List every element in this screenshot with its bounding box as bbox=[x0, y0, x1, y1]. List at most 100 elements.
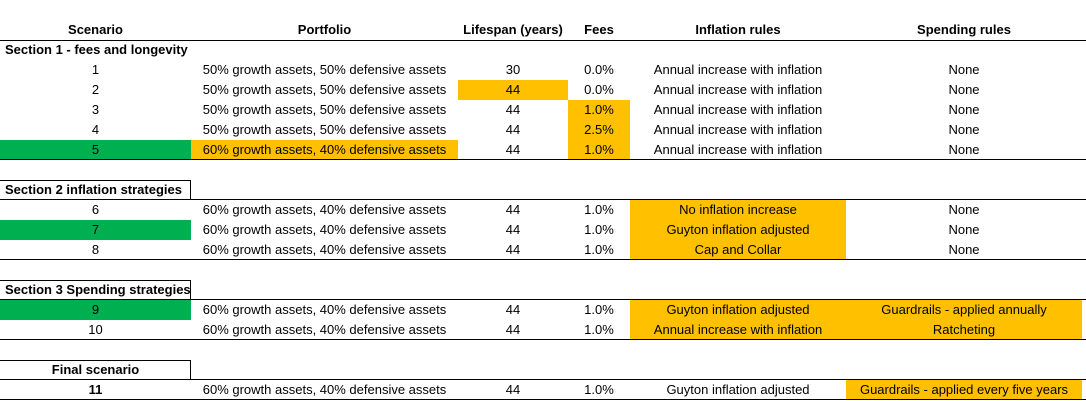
cell-spending[interactable]: None bbox=[948, 82, 980, 97]
cell-fees[interactable]: 2.5% bbox=[568, 120, 630, 140]
cell-scenario[interactable]: 3 bbox=[91, 102, 100, 117]
cell-portfolio[interactable]: 60% growth assets, 40% defensive assets bbox=[191, 140, 458, 160]
cell-portfolio[interactable]: 50% growth assets, 50% defensive assets bbox=[202, 122, 447, 137]
cell-lifespan[interactable]: 44 bbox=[505, 242, 521, 257]
cell-fees[interactable]: 0.0% bbox=[584, 82, 614, 97]
cell-spending[interactable]: Guardrails - applied annually bbox=[846, 300, 1082, 320]
cell-scenario[interactable]: 11 bbox=[88, 382, 103, 397]
cell-scenario[interactable]: 9 bbox=[0, 300, 191, 320]
cell-inflation[interactable]: Annual increase with inflation bbox=[653, 102, 823, 117]
cell-portfolio[interactable]: 60% growth assets, 40% defensive assets bbox=[202, 242, 447, 257]
cell-lifespan[interactable]: 44 bbox=[505, 382, 521, 397]
header-lifespan[interactable]: Lifespan (years) bbox=[463, 22, 563, 37]
cell-lifespan[interactable]: 44 bbox=[505, 322, 521, 337]
header-fees[interactable]: Fees bbox=[584, 22, 614, 37]
cell-inflation[interactable]: Guyton inflation adjusted bbox=[630, 220, 846, 240]
cell-fees[interactable]: 1.0% bbox=[568, 140, 630, 160]
header-inflation[interactable]: Inflation rules bbox=[695, 22, 781, 37]
section-box-right bbox=[190, 280, 191, 300]
section-box-top bbox=[0, 280, 191, 281]
cell-lifespan[interactable]: 44 bbox=[505, 302, 521, 317]
cell-lifespan[interactable]: 44 bbox=[505, 222, 521, 237]
header-portfolio[interactable]: Portfolio bbox=[297, 22, 352, 37]
cell-inflation[interactable]: Guyton inflation adjusted bbox=[630, 300, 846, 320]
section-box-top bbox=[0, 360, 191, 361]
table-row: 2 50% growth assets, 50% defensive asset… bbox=[0, 80, 1086, 100]
cell-fees[interactable]: 0.0% bbox=[584, 62, 614, 77]
table-row: 5 60% growth assets, 40% defensive asset… bbox=[0, 140, 1086, 160]
cell-fees[interactable]: 1.0% bbox=[584, 242, 614, 257]
cell-fees[interactable]: 1.0% bbox=[584, 302, 614, 317]
header-row: Scenario Portfolio Lifespan (years) Fees… bbox=[0, 20, 1086, 40]
cell-portfolio[interactable]: 50% growth assets, 50% defensive assets bbox=[202, 102, 447, 117]
cell-inflation[interactable]: Annual increase with inflation bbox=[630, 320, 846, 340]
section-border bbox=[0, 199, 1086, 200]
cell-spending[interactable]: None bbox=[948, 142, 980, 157]
cell-portfolio[interactable]: 60% growth assets, 40% defensive assets bbox=[202, 382, 447, 397]
bottom-border bbox=[0, 399, 1086, 400]
cell-spending[interactable]: None bbox=[948, 202, 980, 217]
table-row: 8 60% growth assets, 40% defensive asset… bbox=[0, 240, 1086, 260]
cell-fees[interactable]: 1.0% bbox=[584, 382, 614, 397]
cell-scenario[interactable]: 2 bbox=[91, 82, 100, 97]
cell-portfolio[interactable]: 50% growth assets, 50% defensive assets bbox=[202, 82, 447, 97]
cell-portfolio[interactable]: 60% growth assets, 40% defensive assets bbox=[202, 302, 447, 317]
section-box-right bbox=[190, 180, 191, 200]
table-row: 7 60% growth assets, 40% defensive asset… bbox=[0, 220, 1086, 240]
cell-scenario[interactable]: 8 bbox=[91, 242, 100, 257]
cell-inflation[interactable]: Annual increase with inflation bbox=[653, 62, 823, 77]
cell-scenario[interactable]: 7 bbox=[0, 220, 191, 240]
header-spending[interactable]: Spending rules bbox=[917, 22, 1011, 37]
cell-scenario[interactable]: 5 bbox=[0, 140, 191, 160]
section-border bbox=[0, 299, 1086, 300]
cell-lifespan[interactable]: 44 bbox=[505, 202, 521, 217]
section-box-right bbox=[190, 360, 191, 380]
section-border bbox=[0, 259, 1086, 260]
cell-scenario[interactable]: 10 bbox=[88, 322, 103, 337]
cell-spending[interactable]: Ratcheting bbox=[846, 320, 1082, 340]
cell-fees[interactable]: 1.0% bbox=[584, 222, 614, 237]
cell-scenario[interactable]: 6 bbox=[91, 202, 100, 217]
table-row: 3 50% growth assets, 50% defensive asset… bbox=[0, 100, 1086, 120]
cell-fees[interactable]: 1.0% bbox=[584, 202, 614, 217]
table-row: 6 60% growth assets, 40% defensive asset… bbox=[0, 200, 1086, 220]
cell-spending[interactable]: None bbox=[948, 122, 980, 137]
cell-inflation[interactable]: No inflation increase bbox=[630, 200, 846, 220]
table-row: 9 60% growth assets, 40% defensive asset… bbox=[0, 300, 1086, 320]
cell-scenario[interactable]: 4 bbox=[91, 122, 100, 137]
cell-portfolio[interactable]: 60% growth assets, 40% defensive assets bbox=[202, 202, 447, 217]
cell-spending[interactable]: Guardrails - applied every five years bbox=[846, 380, 1082, 400]
table-row: 1 50% growth assets, 50% defensive asset… bbox=[0, 60, 1086, 80]
section-title[interactable]: Section 2 inflation strategies bbox=[5, 182, 182, 197]
cell-lifespan[interactable]: 44 bbox=[505, 102, 521, 117]
cell-spending[interactable]: None bbox=[948, 102, 980, 117]
cell-lifespan[interactable]: 44 bbox=[505, 122, 521, 137]
cell-inflation[interactable]: Annual increase with inflation bbox=[653, 82, 823, 97]
cell-spending[interactable]: None bbox=[948, 222, 980, 237]
cell-scenario[interactable]: 1 bbox=[91, 62, 100, 77]
cell-fees[interactable]: 1.0% bbox=[584, 322, 614, 337]
cell-inflation[interactable]: Annual increase with inflation bbox=[653, 122, 823, 137]
section-border bbox=[0, 339, 1086, 340]
cell-portfolio[interactable]: 60% growth assets, 40% defensive assets bbox=[202, 222, 447, 237]
section-title[interactable]: Final scenario bbox=[51, 362, 140, 377]
section-border bbox=[0, 379, 1086, 380]
cell-lifespan[interactable]: 44 bbox=[505, 142, 521, 157]
table-row: 10 60% growth assets, 40% defensive asse… bbox=[0, 320, 1086, 340]
cell-lifespan[interactable]: 30 bbox=[505, 62, 521, 77]
cell-portfolio[interactable]: 50% growth assets, 50% defensive assets bbox=[202, 62, 447, 77]
cell-portfolio[interactable]: 60% growth assets, 40% defensive assets bbox=[202, 322, 447, 337]
cell-spending[interactable]: None bbox=[948, 242, 980, 257]
header-scenario[interactable]: Scenario bbox=[68, 22, 123, 37]
cell-spending[interactable]: None bbox=[948, 62, 980, 77]
section-box-top bbox=[0, 180, 191, 181]
cell-lifespan[interactable]: 44 bbox=[458, 80, 568, 100]
cell-inflation[interactable]: Guyton inflation adjusted bbox=[666, 382, 810, 397]
cell-inflation[interactable]: Annual increase with inflation bbox=[653, 142, 823, 157]
section-title[interactable]: Section 1 - fees and longevity bbox=[5, 42, 188, 57]
section-border bbox=[0, 159, 1086, 160]
cell-fees[interactable]: 1.0% bbox=[568, 100, 630, 120]
section-title[interactable]: Section 3 Spending strategies bbox=[5, 282, 191, 297]
cell-inflation[interactable]: Cap and Collar bbox=[630, 240, 846, 260]
